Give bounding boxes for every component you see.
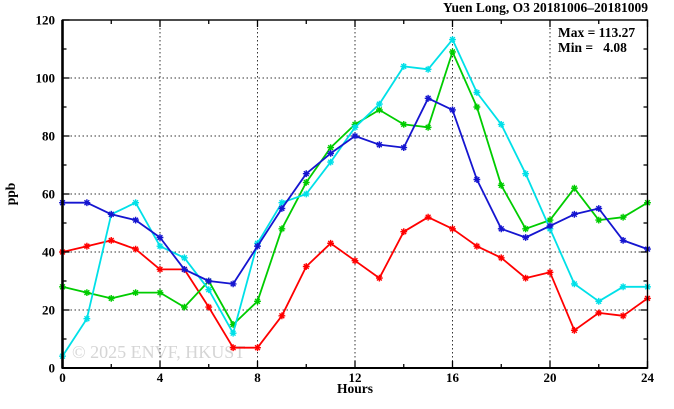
x-tick-label-16: 16 xyxy=(446,370,460,385)
y-tick-label-60: 60 xyxy=(42,187,55,202)
trace-red-markers xyxy=(59,213,651,352)
chart-title: Yuen Long, O3 20181006–20181009 xyxy=(443,0,648,15)
y-tick-label-20: 20 xyxy=(42,303,55,318)
x-tick-label-4: 4 xyxy=(157,370,164,385)
y-tick-label-120: 120 xyxy=(36,13,56,28)
x-tick-label-8: 8 xyxy=(254,370,261,385)
watermark: © 2025 ENVF, HKUST xyxy=(72,342,245,362)
tick-label-layer: 0 4 8 12 16 20 24 0 20 40 60 80 100 120 xyxy=(36,13,655,386)
x-tick-label-24: 24 xyxy=(641,370,655,385)
x-tick-label-12: 12 xyxy=(349,370,362,385)
max-annotation: Max = 113.27 xyxy=(558,25,635,40)
min-annotation: Min = 4.08 xyxy=(558,40,627,55)
tick-layer xyxy=(61,19,649,369)
y-tick-label-0: 0 xyxy=(49,361,56,376)
x-tick-label-0: 0 xyxy=(59,370,66,385)
y-tick-label-100: 100 xyxy=(36,71,56,86)
y-tick-label-40: 40 xyxy=(42,245,55,260)
y-axis-label: ppb xyxy=(3,183,18,206)
grid-layer xyxy=(62,20,648,368)
y-tick-label-80: 80 xyxy=(42,129,55,144)
x-axis-label: Hours xyxy=(337,381,373,396)
x-tick-label-20: 20 xyxy=(544,370,557,385)
